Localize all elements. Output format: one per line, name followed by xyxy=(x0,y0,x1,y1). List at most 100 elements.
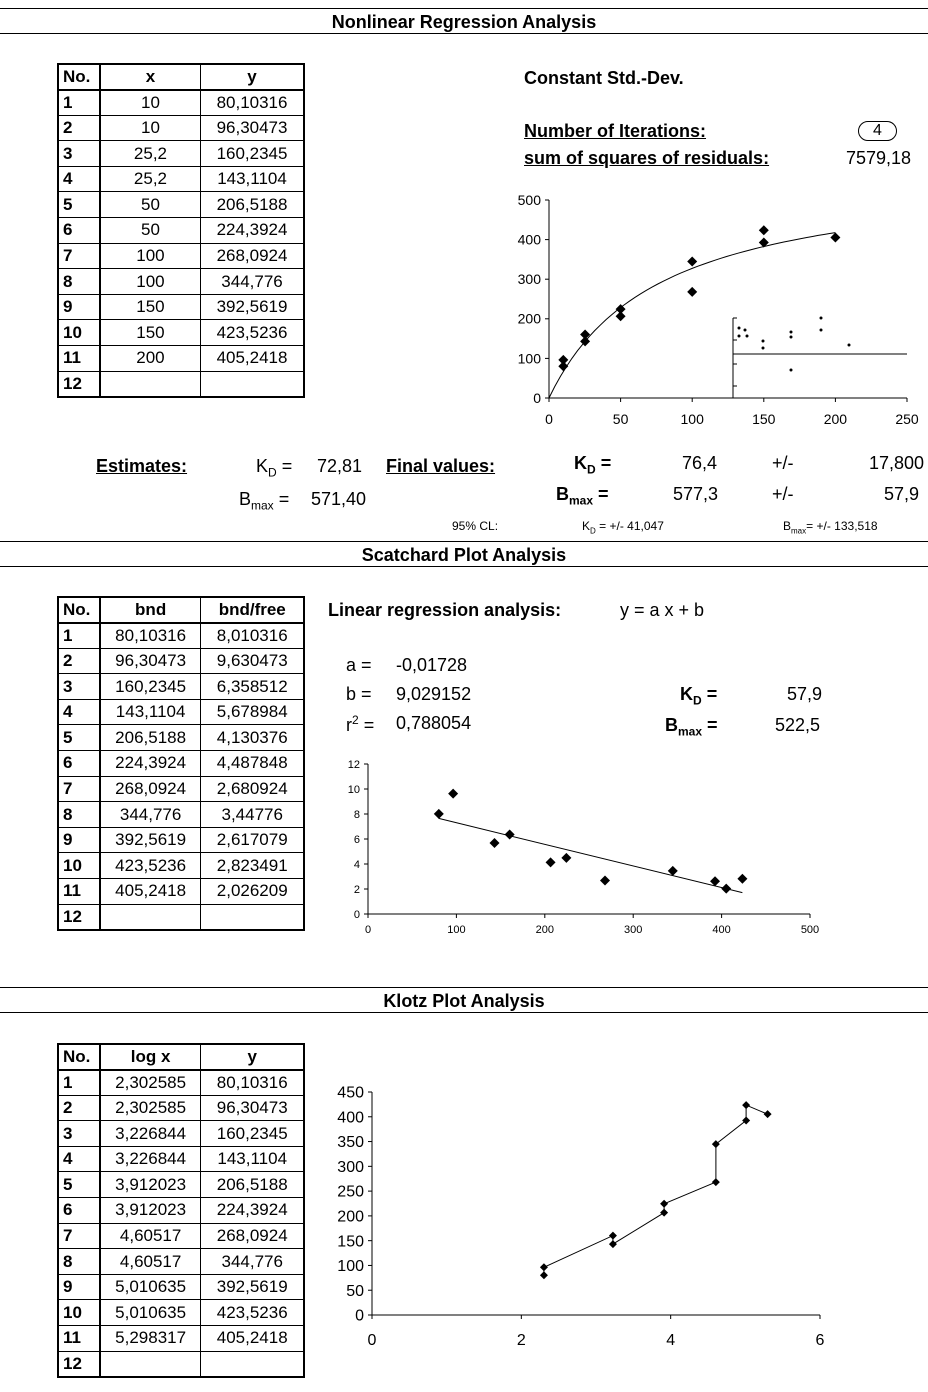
data-cell[interactable]: 344,776 xyxy=(99,801,202,828)
data-cell[interactable]: 50 xyxy=(99,217,202,244)
row-number-cell[interactable]: 10 xyxy=(57,1299,101,1327)
row-number-cell[interactable]: 1 xyxy=(57,89,101,116)
data-cell[interactable]: 143,1104 xyxy=(99,698,202,726)
row-number-cell[interactable]: 11 xyxy=(57,345,101,372)
data-cell[interactable]: 2,302585 xyxy=(99,1094,202,1122)
row-number-cell[interactable]: 2 xyxy=(57,114,101,142)
data-cell[interactable]: 9,630473 xyxy=(200,647,305,675)
row-number-cell[interactable]: 2 xyxy=(57,1094,101,1122)
data-cell[interactable]: 5,010635 xyxy=(99,1273,202,1301)
data-cell[interactable]: 10 xyxy=(99,114,202,142)
data-cell[interactable]: 3,226844 xyxy=(99,1120,202,1147)
row-number-cell[interactable]: 3 xyxy=(57,1120,101,1147)
data-cell[interactable]: 405,2418 xyxy=(200,1325,305,1352)
data-cell[interactable]: 4,60517 xyxy=(99,1248,202,1275)
data-cell[interactable]: 96,30473 xyxy=(99,647,202,675)
row-number-cell[interactable]: 9 xyxy=(57,1273,101,1301)
data-cell[interactable]: 150 xyxy=(99,319,202,347)
data-cell[interactable]: 4,487848 xyxy=(200,750,305,777)
row-number-cell[interactable]: 3 xyxy=(57,140,101,167)
data-cell[interactable] xyxy=(99,370,202,398)
row-number-cell[interactable]: 8 xyxy=(57,268,101,295)
data-cell[interactable]: 224,3924 xyxy=(200,1197,305,1224)
data-cell[interactable]: 100 xyxy=(99,242,202,270)
row-number-cell[interactable]: 4 xyxy=(57,698,101,726)
data-cell[interactable]: 96,30473 xyxy=(200,114,305,142)
data-cell[interactable]: 224,3924 xyxy=(200,217,305,244)
data-cell[interactable]: 143,1104 xyxy=(200,1145,305,1173)
data-cell[interactable]: 206,5188 xyxy=(200,1171,305,1199)
data-cell[interactable]: 8,010316 xyxy=(200,622,305,649)
data-cell[interactable]: 4,60517 xyxy=(99,1222,202,1250)
data-cell[interactable]: 2,823491 xyxy=(200,852,305,880)
data-cell[interactable]: 206,5188 xyxy=(99,724,202,752)
data-cell[interactable]: 423,5236 xyxy=(200,319,305,347)
row-number-cell[interactable]: 11 xyxy=(57,878,101,905)
data-cell[interactable]: 206,5188 xyxy=(200,191,305,219)
data-cell[interactable]: 4,130376 xyxy=(200,724,305,752)
data-cell[interactable]: 25,2 xyxy=(99,140,202,167)
data-cell[interactable]: 3,226844 xyxy=(99,1145,202,1173)
data-cell[interactable]: 405,2418 xyxy=(200,345,305,372)
data-cell[interactable] xyxy=(99,903,202,931)
data-cell[interactable]: 392,5619 xyxy=(200,293,305,321)
row-number-cell[interactable]: 12 xyxy=(57,1350,101,1378)
data-cell[interactable]: 344,776 xyxy=(200,1248,305,1275)
data-cell[interactable]: 2,617079 xyxy=(200,826,305,854)
data-cell[interactable]: 392,5619 xyxy=(200,1273,305,1301)
row-number-cell[interactable]: 6 xyxy=(57,217,101,244)
row-number-cell[interactable]: 6 xyxy=(57,750,101,777)
data-cell[interactable]: 200 xyxy=(99,345,202,372)
data-cell[interactable]: 160,2345 xyxy=(200,140,305,167)
data-cell[interactable]: 2,302585 xyxy=(99,1069,202,1096)
row-number-cell[interactable]: 5 xyxy=(57,1171,101,1199)
row-number-cell[interactable]: 5 xyxy=(57,724,101,752)
data-cell[interactable]: 268,0924 xyxy=(200,1222,305,1250)
row-number-cell[interactable]: 8 xyxy=(57,801,101,828)
row-number-cell[interactable]: 12 xyxy=(57,903,101,931)
row-number-cell[interactable]: 10 xyxy=(57,319,101,347)
data-cell[interactable]: 5,298317 xyxy=(99,1325,202,1352)
data-cell[interactable]: 268,0924 xyxy=(200,242,305,270)
row-number-cell[interactable]: 6 xyxy=(57,1197,101,1224)
row-number-cell[interactable]: 2 xyxy=(57,647,101,675)
data-cell[interactable]: 5,678984 xyxy=(200,698,305,726)
data-cell[interactable]: 3,912023 xyxy=(99,1197,202,1224)
data-cell[interactable]: 100 xyxy=(99,268,202,295)
row-number-cell[interactable]: 9 xyxy=(57,826,101,854)
row-number-cell[interactable]: 1 xyxy=(57,622,101,649)
row-number-cell[interactable]: 11 xyxy=(57,1325,101,1352)
data-cell[interactable]: 5,010635 xyxy=(99,1299,202,1327)
data-cell[interactable]: 25,2 xyxy=(99,165,202,193)
data-cell[interactable]: 423,5236 xyxy=(200,1299,305,1327)
data-cell[interactable] xyxy=(200,370,305,398)
data-cell[interactable]: 2,680924 xyxy=(200,775,305,803)
data-cell[interactable]: 423,5236 xyxy=(99,852,202,880)
data-cell[interactable]: 6,358512 xyxy=(200,673,305,700)
data-cell[interactable]: 3,912023 xyxy=(99,1171,202,1199)
row-number-cell[interactable]: 7 xyxy=(57,775,101,803)
row-number-cell[interactable]: 3 xyxy=(57,673,101,700)
data-cell[interactable]: 96,30473 xyxy=(200,1094,305,1122)
row-number-cell[interactable]: 7 xyxy=(57,1222,101,1250)
row-number-cell[interactable]: 8 xyxy=(57,1248,101,1275)
row-number-cell[interactable]: 1 xyxy=(57,1069,101,1096)
data-cell[interactable]: 268,0924 xyxy=(99,775,202,803)
data-cell[interactable]: 150 xyxy=(99,293,202,321)
data-cell[interactable]: 143,1104 xyxy=(200,165,305,193)
data-cell[interactable]: 2,026209 xyxy=(200,878,305,905)
data-cell[interactable]: 224,3924 xyxy=(99,750,202,777)
row-number-cell[interactable]: 12 xyxy=(57,370,101,398)
data-cell[interactable]: 392,5619 xyxy=(99,826,202,854)
data-cell[interactable] xyxy=(200,1350,305,1378)
row-number-cell[interactable]: 9 xyxy=(57,293,101,321)
data-cell[interactable]: 344,776 xyxy=(200,268,305,295)
data-cell[interactable]: 80,10316 xyxy=(99,622,202,649)
data-cell[interactable] xyxy=(99,1350,202,1378)
data-cell[interactable]: 405,2418 xyxy=(99,878,202,905)
data-cell[interactable]: 80,10316 xyxy=(200,89,305,116)
data-cell[interactable]: 160,2345 xyxy=(200,1120,305,1147)
row-number-cell[interactable]: 4 xyxy=(57,165,101,193)
row-number-cell[interactable]: 10 xyxy=(57,852,101,880)
row-number-cell[interactable]: 5 xyxy=(57,191,101,219)
